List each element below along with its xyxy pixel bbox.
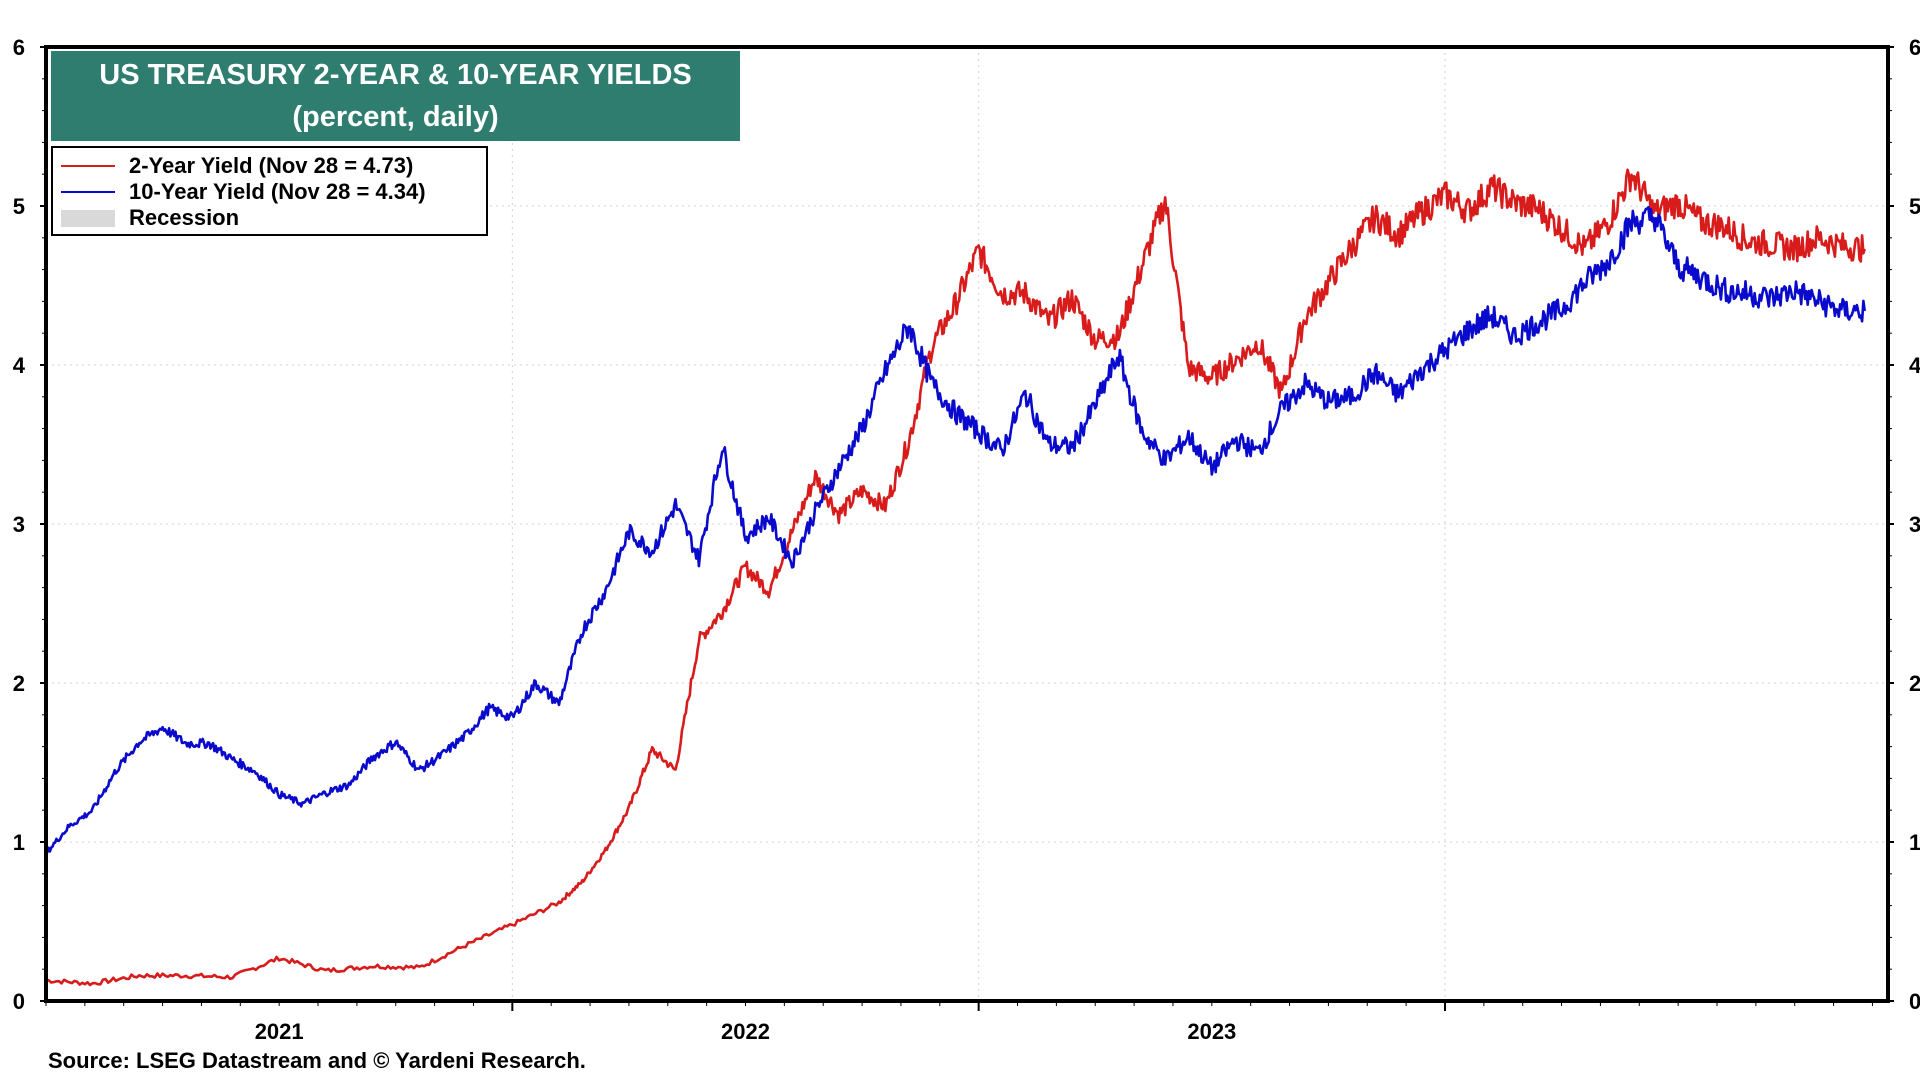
y-tick-label-right: 5 [1909,194,1920,219]
y-tick-label-left: 0 [13,989,25,1014]
y-tick-label-right: 4 [1909,353,1920,378]
y-tick-label-left: 5 [13,194,25,219]
y-tick-label-right: 2 [1909,671,1920,696]
series-layer [45,168,1866,987]
series-line-10yr [45,205,1866,854]
legend-entry-2yr: 2-Year Yield (Nov 28 = 4.73) [61,153,413,179]
y-tick-label-left: 3 [13,512,25,537]
y-tick-label-left: 1 [13,830,25,855]
y-tick-label-left: 2 [13,671,25,696]
legend-label-10yr: 10-Year Yield (Nov 28 = 4.34) [129,179,426,204]
chart-title: US TREASURY 2-YEAR & 10-YEAR YIELDS [99,59,692,91]
x-axis: 2021 2022 2023 [45,1001,1873,1044]
x-tick-label: 2021 [255,1019,304,1044]
legend-label-recession: Recession [129,205,240,230]
y-tick-label-left: 6 [13,35,25,60]
y-tick-label-right: 3 [1909,512,1920,537]
legend-swatch-2yr [61,165,115,167]
y-tick-label-left: 4 [13,353,26,378]
legend-label-2yr: 2-Year Yield (Nov 28 = 4.73) [129,153,414,178]
y-tick-label-right: 1 [1909,830,1920,855]
legend-swatch-10yr [61,191,115,193]
legend-swatch-recession [61,209,115,227]
y-tick-label-right: 0 [1909,989,1920,1014]
chart-subtitle: (percent, daily) [292,101,499,133]
x-tick-label: 2022 [721,1019,770,1044]
x-tick-label: 2023 [1187,1019,1236,1044]
legend-entry-10yr: 10-Year Yield (Nov 28 = 4.34) [61,179,426,205]
chart-title-box: US TREASURY 2-YEAR & 10-YEAR YIELDS (per… [51,51,740,141]
y-axis-right: 0 1 2 3 4 5 6 [1888,35,1920,1014]
legend: 2-Year Yield (Nov 28 = 4.73) 10-Year Yie… [51,146,488,236]
y-axis-left: 0 1 2 3 4 5 6 [13,35,46,1014]
legend-entry-recession: Recession [61,205,239,231]
source-note: Source: LSEG Datastream and © Yardeni Re… [48,1048,586,1073]
series-line-2yr [45,168,1866,987]
y-tick-label-right: 6 [1909,35,1920,60]
